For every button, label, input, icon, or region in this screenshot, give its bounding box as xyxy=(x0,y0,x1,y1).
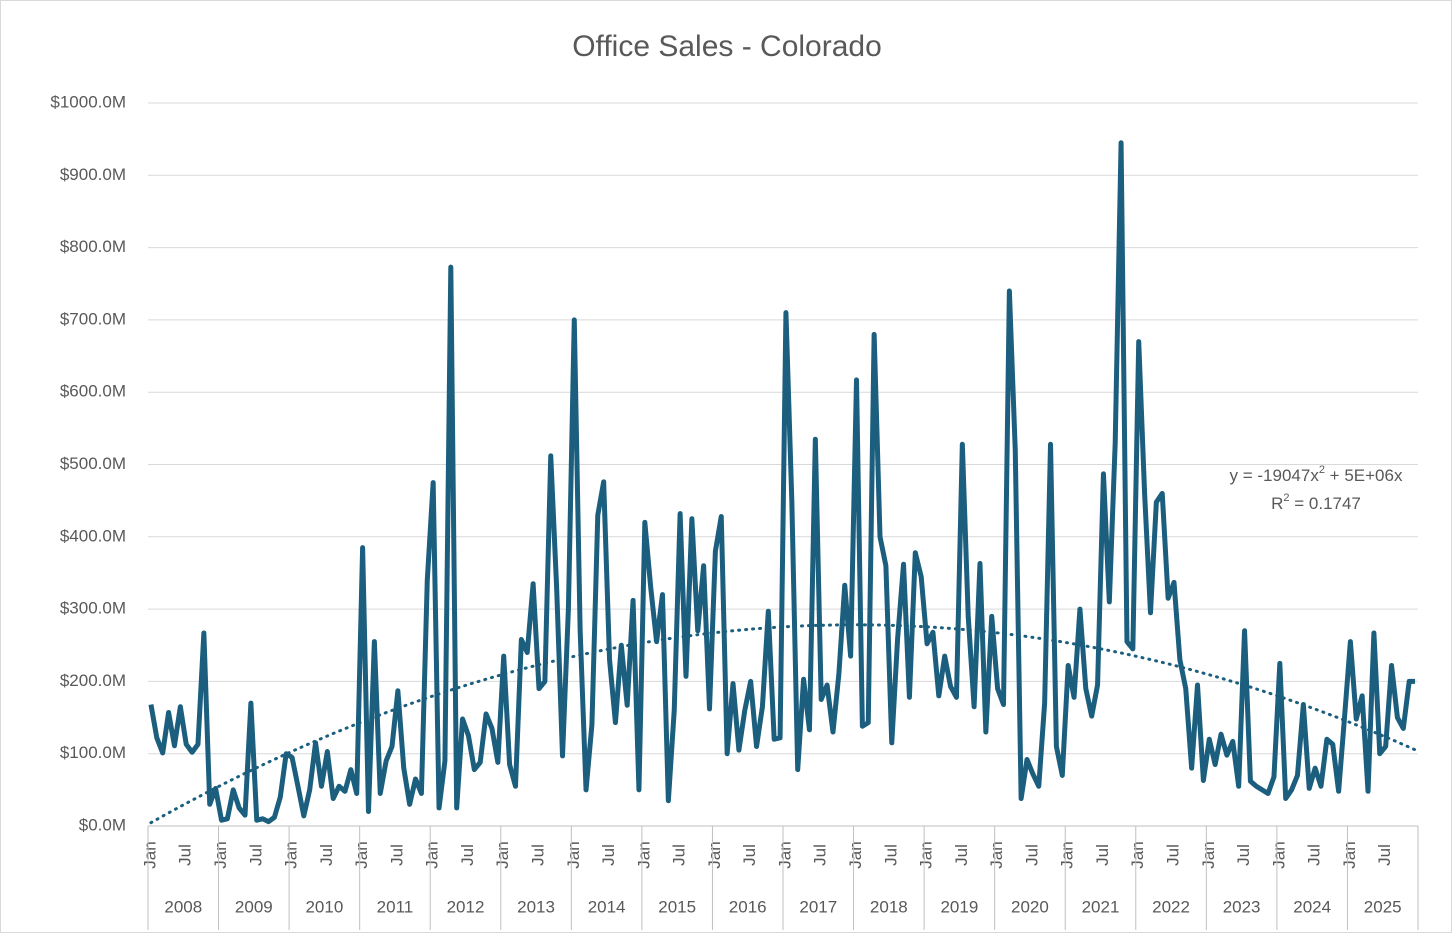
x-tick-label: Jul xyxy=(1234,844,1253,866)
superscript: 2 xyxy=(1319,464,1325,476)
trendline-label: R2 = 0.1747 xyxy=(1271,492,1361,514)
x-tick-label: Jul xyxy=(599,844,618,866)
x-tick-label: Jan xyxy=(634,841,653,868)
x-group-label: 2009 xyxy=(235,897,273,916)
y-tick-label: $1000.0M xyxy=(50,92,126,111)
trendline-text: y = -19047x xyxy=(1230,466,1320,485)
trendline-text: + 5E+06x xyxy=(1325,466,1403,485)
x-tick-label: Jul xyxy=(1305,844,1324,866)
x-group-label: 2020 xyxy=(1011,897,1049,916)
superscript: 2 xyxy=(1283,492,1289,504)
x-tick-label: Jul xyxy=(1375,844,1394,866)
x-tick-label: Jul xyxy=(458,844,477,866)
x-group-label: 2025 xyxy=(1364,897,1402,916)
y-tick-label: $0.0M xyxy=(79,815,126,834)
x-group-label: 2008 xyxy=(164,897,202,916)
y-tick-label: $800.0M xyxy=(60,237,126,256)
x-tick-label: Jan xyxy=(564,841,583,868)
y-tick-label: $500.0M xyxy=(60,454,126,473)
x-tick-label: Jan xyxy=(211,841,230,868)
x-group-label: 2019 xyxy=(940,897,978,916)
x-tick-label: Jul xyxy=(670,844,689,866)
x-tick-label: Jul xyxy=(176,844,195,866)
x-tick-label: Jul xyxy=(528,844,547,866)
x-tick-label: Jul xyxy=(881,844,900,866)
x-tick-label: Jul xyxy=(1093,844,1112,866)
x-group-label: 2024 xyxy=(1293,897,1331,916)
x-tick-label: Jul xyxy=(246,844,265,866)
x-tick-label: Jan xyxy=(705,841,724,868)
x-group-label: 2014 xyxy=(588,897,626,916)
x-tick-label: Jul xyxy=(952,844,971,866)
x-tick-label: Jul xyxy=(317,844,336,866)
y-tick-label: $700.0M xyxy=(60,309,126,328)
x-tick-label: Jan xyxy=(140,841,159,868)
x-tick-label: Jan xyxy=(775,841,794,868)
line-series xyxy=(148,140,1416,825)
x-tick-label: Jan xyxy=(846,841,865,868)
x-tick-label: Jan xyxy=(987,841,1006,868)
x-tick-label: Jul xyxy=(740,844,759,866)
x-tick-label: Jan xyxy=(423,841,442,868)
x-tick-label: Jul xyxy=(811,844,830,866)
y-tick-label: $100.0M xyxy=(60,743,126,762)
x-group-label: 2011 xyxy=(377,897,414,916)
x-group-label: 2012 xyxy=(447,897,485,916)
chart-title: Office Sales - Colorado xyxy=(572,30,882,63)
x-group-label: 2023 xyxy=(1223,897,1261,916)
x-group-label: 2013 xyxy=(517,897,555,916)
x-group-label: 2015 xyxy=(658,897,696,916)
x-tick-label: Jan xyxy=(1199,841,1218,868)
x-tick-label: Jan xyxy=(1058,841,1077,868)
x-tick-label: Jan xyxy=(352,841,371,868)
x-group-label: 2018 xyxy=(870,897,908,916)
x-tick-label: Jan xyxy=(1340,841,1359,868)
x-group-label: 2017 xyxy=(799,897,837,916)
x-group-label: 2022 xyxy=(1152,897,1190,916)
trendline-label: y = -19047x2 + 5E+06x xyxy=(1230,464,1403,486)
x-tick-label: Jan xyxy=(1269,841,1288,868)
y-tick-label: $300.0M xyxy=(60,599,126,618)
y-tick-label: $600.0M xyxy=(60,382,126,401)
x-group-label: 2010 xyxy=(305,897,343,916)
x-tick-label: Jul xyxy=(1163,844,1182,866)
x-tick-label: Jan xyxy=(917,841,936,868)
y-tick-label: $900.0M xyxy=(60,165,126,184)
x-tick-label: Jul xyxy=(1022,844,1041,866)
x-tick-label: Jan xyxy=(493,841,512,868)
trendline-text: R xyxy=(1271,494,1283,513)
trendline-text: = 0.1747 xyxy=(1290,494,1361,513)
y-tick-label: $200.0M xyxy=(60,671,126,690)
x-tick-label: Jan xyxy=(1128,841,1147,868)
x-group-label: 2016 xyxy=(729,897,767,916)
x-tick-label: Jan xyxy=(282,841,301,868)
x-tick-label: Jul xyxy=(387,844,406,866)
y-tick-label: $400.0M xyxy=(60,526,126,545)
x-group-label: 2021 xyxy=(1082,897,1120,916)
